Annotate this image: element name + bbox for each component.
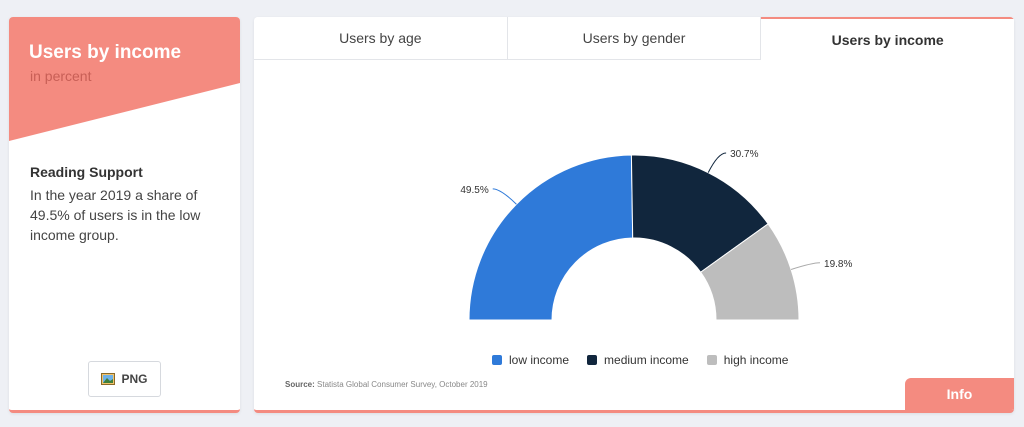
tab-users-by-gender[interactable]: Users by gender xyxy=(507,17,762,60)
source-text: Statista Global Consumer Survey, October… xyxy=(317,380,488,389)
chart-legend: low income medium income high income xyxy=(492,353,788,367)
legend-swatch xyxy=(706,355,717,365)
image-icon xyxy=(101,373,116,385)
leader-line-medium-income xyxy=(707,152,727,173)
reading-support-text: In the year 2019 a share of 49.5% of use… xyxy=(30,187,201,243)
title-banner xyxy=(9,17,240,141)
legend-item-high-income[interactable]: high income xyxy=(706,353,789,367)
legend-item-medium-income[interactable]: medium income xyxy=(587,353,689,367)
legend-label: low income xyxy=(509,353,570,367)
png-button-label: PNG xyxy=(121,372,148,386)
legend-label: high income xyxy=(723,353,789,367)
panel-subtitle: in percent xyxy=(30,68,92,84)
tab-bar: Users by age Users by gender Users by in… xyxy=(254,17,1014,60)
data-label-high-income: 19.8% xyxy=(824,259,852,270)
slice-high-income[interactable] xyxy=(699,223,800,321)
source-prefix: Source: xyxy=(285,380,315,389)
legend-item-low-income[interactable]: low income xyxy=(492,353,569,367)
half-donut-chart: 49.5% 30.7% 19.8% xyxy=(460,149,852,321)
tab-users-by-age[interactable]: Users by age xyxy=(254,17,508,60)
legend-swatch xyxy=(492,355,502,365)
slice-low-income[interactable] xyxy=(468,154,634,321)
leader-line-low-income xyxy=(492,188,517,205)
legend-label: medium income xyxy=(604,353,689,367)
data-label-low-income: 49.5% xyxy=(460,185,488,196)
info-button[interactable]: Info xyxy=(905,378,1014,410)
leader-line-high-income xyxy=(790,262,821,270)
chart-card: Users by age Users by gender Users by in… xyxy=(254,17,1014,413)
reading-support-card: Users by income in percent Reading Suppo… xyxy=(9,17,240,413)
panel-title: Users by income xyxy=(29,42,182,63)
source-note: Source: Statista Global Consumer Survey,… xyxy=(285,380,488,389)
tab-users-by-income[interactable]: Users by income xyxy=(761,17,1014,60)
data-label-medium-income: 30.7% xyxy=(730,149,758,160)
reading-support-heading: Reading Support xyxy=(30,164,143,180)
legend-swatch xyxy=(587,355,598,365)
png-download-button[interactable]: PNG xyxy=(88,361,161,397)
